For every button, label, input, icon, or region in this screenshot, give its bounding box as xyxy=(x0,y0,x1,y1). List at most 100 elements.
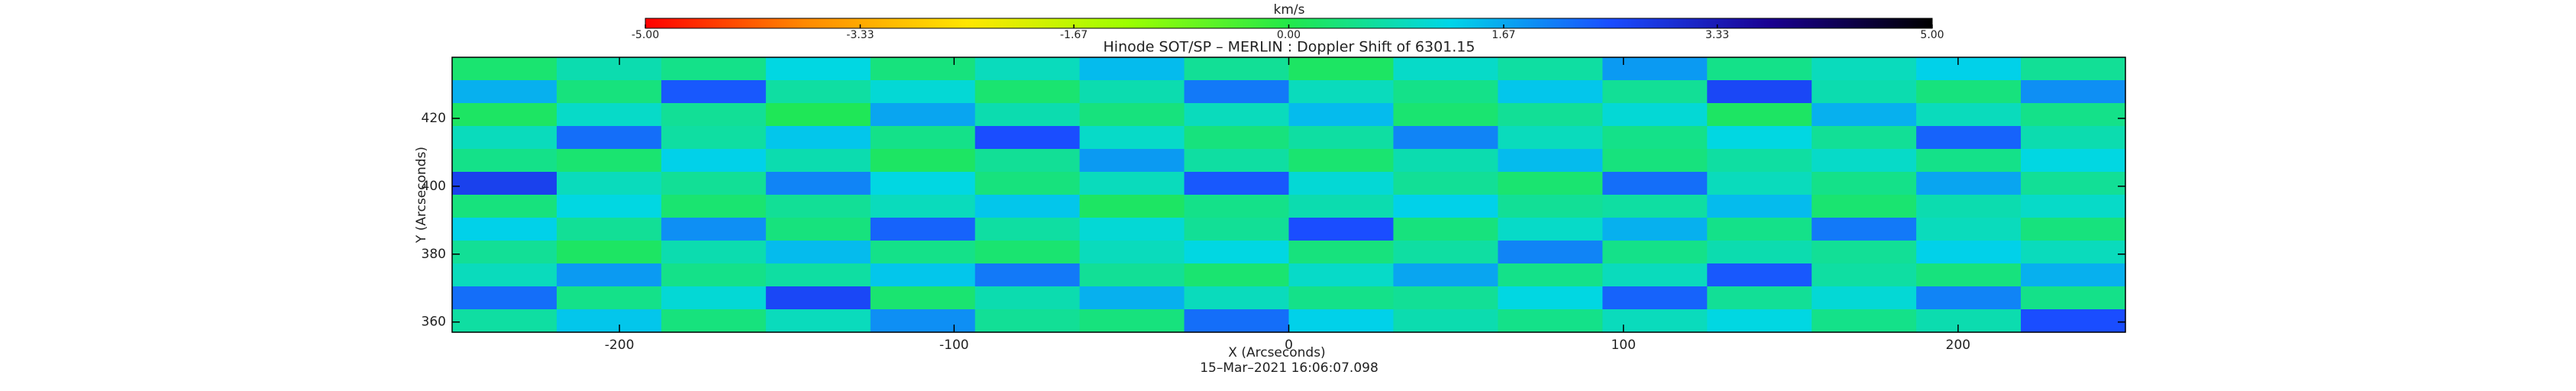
heatmap-cell xyxy=(1498,126,1603,150)
heatmap-cell xyxy=(1288,263,1395,287)
heatmap-cell xyxy=(1602,103,1708,127)
y-tick-label: 420 xyxy=(422,111,446,126)
heatmap-cell xyxy=(1079,286,1185,310)
heatmap-cell xyxy=(1393,103,1498,127)
heatmap-cell xyxy=(1393,263,1498,287)
heatmap-cell xyxy=(1707,286,1812,310)
heatmap-cell xyxy=(870,195,976,218)
x-tick-label: -100 xyxy=(939,338,969,353)
heatmap-cell xyxy=(452,103,558,127)
heatmap-cell xyxy=(661,103,767,127)
heatmap-cell xyxy=(1812,241,1917,264)
heatmap-cell xyxy=(1916,241,2022,264)
heatmap-cell xyxy=(1184,172,1290,196)
heatmap-cell xyxy=(452,263,558,287)
heatmap-cell xyxy=(661,286,767,310)
heatmap-cell xyxy=(870,172,976,196)
heatmap-cell xyxy=(1812,57,1917,81)
colorbar-tick-label: 1.67 xyxy=(1492,29,1515,41)
heatmap-cell xyxy=(1602,309,1708,333)
heatmap-cell xyxy=(556,195,662,218)
heatmap-cell xyxy=(1812,309,1917,333)
heatmap-cell xyxy=(1916,126,2022,150)
heatmap-cell xyxy=(1602,218,1708,241)
heatmap-cell xyxy=(765,218,871,241)
heatmap-cell xyxy=(1288,172,1395,196)
heatmap-cell xyxy=(1812,195,1917,218)
heatmap-cell xyxy=(1498,263,1603,287)
heatmap-cell xyxy=(661,126,767,150)
heatmap-cell xyxy=(974,103,1081,127)
heatmap-cell xyxy=(870,57,976,81)
heatmap-cell xyxy=(1288,218,1395,241)
heatmap-cell xyxy=(1079,57,1185,81)
heatmap-cell xyxy=(1079,172,1185,196)
heatmap-cell xyxy=(1812,103,1917,127)
heatmap-cell xyxy=(2021,241,2126,264)
heatmap-cell xyxy=(1707,218,1812,241)
heatmap-cell xyxy=(1498,218,1603,241)
heatmap-cell xyxy=(1184,286,1290,310)
heatmap-cell xyxy=(974,218,1081,241)
x-tick-label: -200 xyxy=(605,338,635,353)
heatmap-cell xyxy=(2021,149,2126,173)
heatmap-cell xyxy=(452,80,558,104)
heatmap-cell xyxy=(2021,57,2126,81)
heatmap-cell xyxy=(1393,286,1498,310)
heatmap-cell xyxy=(556,218,662,241)
heatmap-cell xyxy=(1393,149,1498,173)
heatmap-cell xyxy=(1916,80,2022,104)
heatmap-cell xyxy=(765,286,871,310)
heatmap-cell xyxy=(1498,286,1603,310)
heatmap-cell xyxy=(1602,195,1708,218)
heatmap-cell xyxy=(1916,103,2022,127)
heatmap-cell xyxy=(974,286,1081,310)
heatmap-cell xyxy=(870,263,976,287)
heatmap-cell xyxy=(765,126,871,150)
heatmap-cell xyxy=(1393,195,1498,218)
heatmap-cell xyxy=(1184,195,1290,218)
heatmap-cell xyxy=(765,241,871,264)
heatmap-cell xyxy=(1184,57,1290,81)
heatmap-cell xyxy=(765,172,871,196)
heatmap-cell xyxy=(1079,103,1185,127)
heatmap-cell xyxy=(452,309,558,333)
heatmap-cell xyxy=(2021,309,2126,333)
heatmap-cell xyxy=(1498,309,1603,333)
heatmap-cell xyxy=(1393,57,1498,81)
heatmap-cell xyxy=(1079,263,1185,287)
heatmap-cell xyxy=(1707,57,1812,81)
heatmap-cell xyxy=(870,309,976,333)
heatmap-cell xyxy=(1707,172,1812,196)
heatmap-cell xyxy=(1079,241,1185,264)
x-tick-label: 0 xyxy=(1285,338,1293,353)
heatmap-cell xyxy=(2021,80,2126,104)
heatmap-cell xyxy=(870,126,976,150)
heatmap-cell xyxy=(452,126,558,150)
heatmap-cell xyxy=(1288,286,1395,310)
y-axis-label: Y (Arcseconds) xyxy=(414,147,429,244)
heatmap-cell xyxy=(2021,218,2126,241)
heatmap-cell xyxy=(661,195,767,218)
heatmap-cell xyxy=(556,309,662,333)
heatmap-cell xyxy=(1184,103,1290,127)
heatmap-cell xyxy=(1916,263,2022,287)
heatmap-cell xyxy=(1812,263,1917,287)
heatmap-cell xyxy=(1812,286,1917,310)
heatmap-cell xyxy=(974,57,1081,81)
heatmap-cell xyxy=(1288,103,1395,127)
heatmap-cell xyxy=(661,172,767,196)
heatmap-cell xyxy=(1288,80,1395,104)
heatmap-cell xyxy=(974,80,1081,104)
heatmap-cell xyxy=(1812,172,1917,196)
colorbar-tick-label: 0.00 xyxy=(1277,29,1301,41)
heatmap-cell xyxy=(556,286,662,310)
heatmap-cell xyxy=(2021,263,2126,287)
heatmap-cell xyxy=(452,195,558,218)
heatmap-cell xyxy=(1916,309,2022,333)
heatmap-cell xyxy=(1498,149,1603,173)
heatmap-cell xyxy=(765,103,871,127)
colorbar-tick-label: -5.00 xyxy=(632,29,659,41)
heatmap-cell xyxy=(1079,218,1185,241)
